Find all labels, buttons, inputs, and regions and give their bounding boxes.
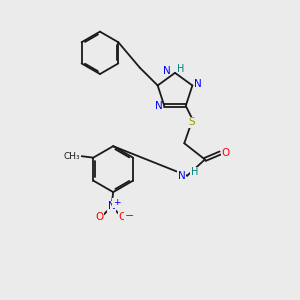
Text: H: H [177,64,185,74]
Text: CH₃: CH₃ [64,152,80,161]
Text: S: S [188,117,195,127]
Text: N: N [108,201,116,211]
Text: O: O [221,148,230,158]
Text: N: N [178,171,186,181]
Text: O: O [95,212,103,222]
Text: N: N [163,66,171,76]
Text: N: N [155,101,163,111]
Text: +: + [113,198,120,207]
Text: O: O [68,151,76,161]
Text: −: − [125,211,134,221]
Text: N: N [194,79,202,89]
Text: H: H [191,167,198,177]
Text: O: O [119,212,127,222]
